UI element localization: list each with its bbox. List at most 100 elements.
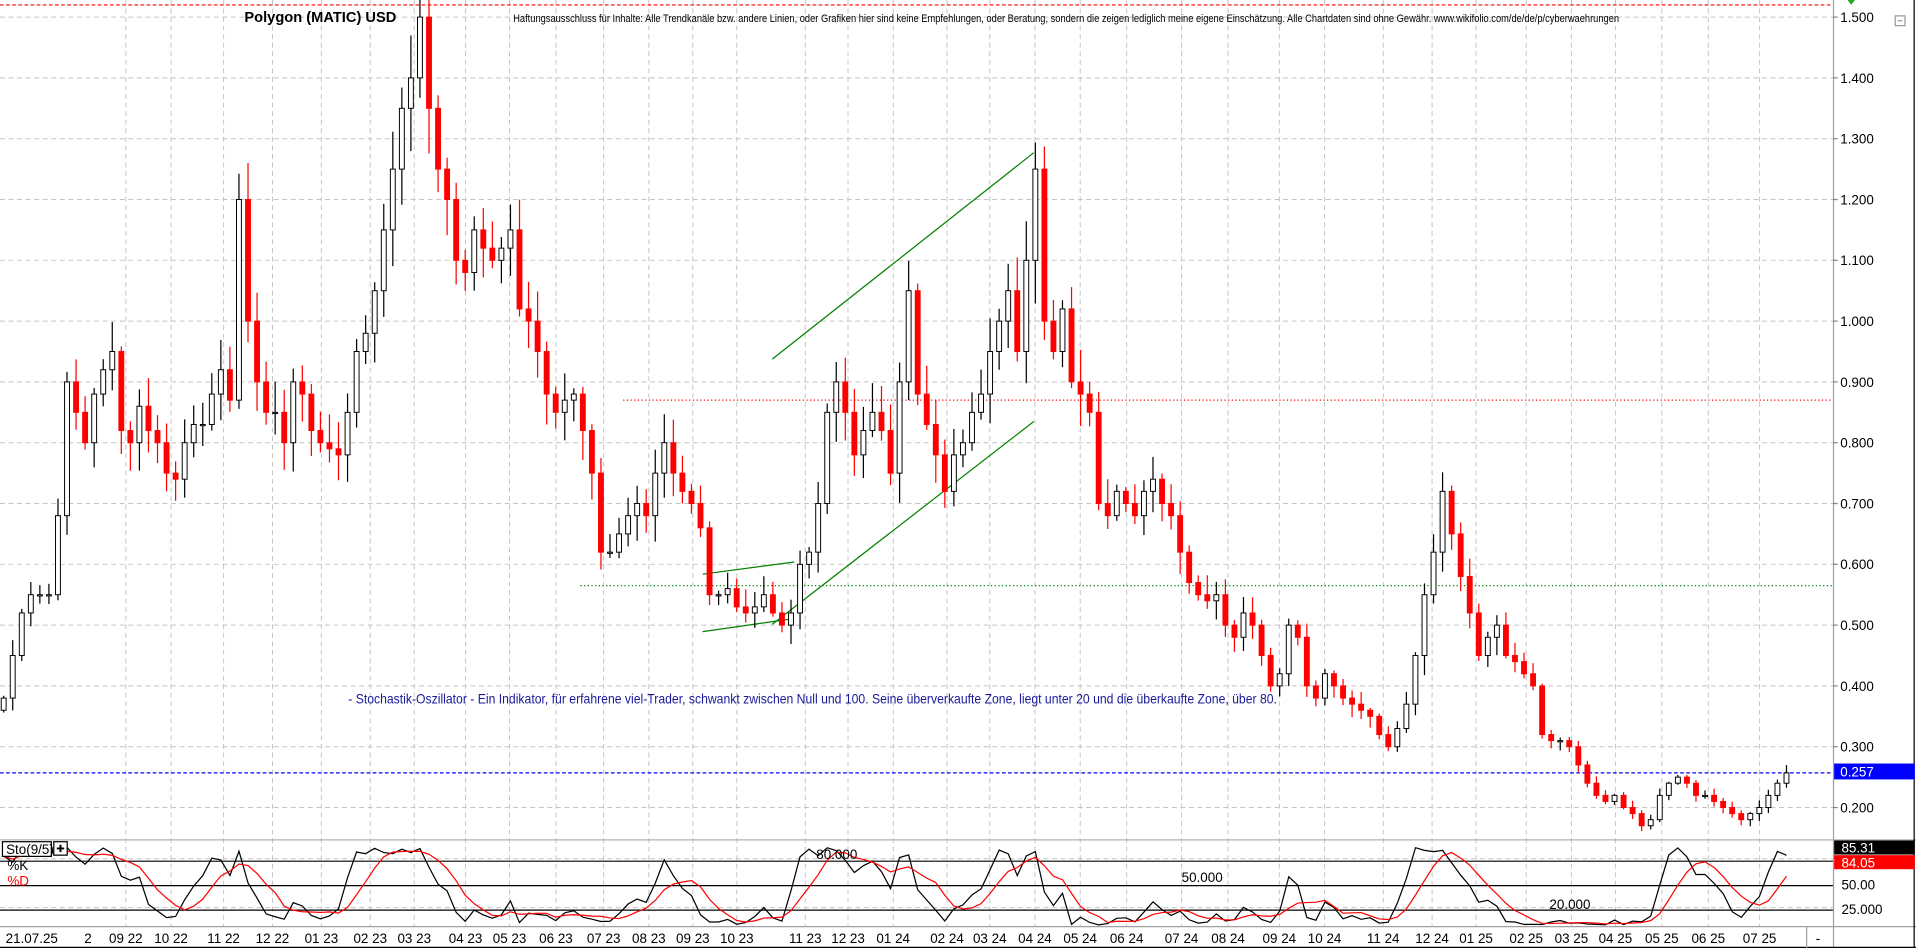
candle-up[interactable]	[1756, 800, 1763, 821]
candle-up[interactable]	[55, 498, 61, 601]
candle-up[interactable]	[1005, 263, 1012, 348]
candle-down[interactable]	[1367, 707, 1374, 728]
candle-up[interactable]	[1774, 779, 1781, 801]
candle-up[interactable]	[1484, 631, 1491, 667]
candle-down[interactable]	[697, 485, 704, 537]
candle-down[interactable]	[118, 346, 125, 455]
candle-up[interactable]	[389, 131, 396, 267]
candle-up[interactable]	[1213, 581, 1220, 620]
candle-up[interactable]	[960, 429, 966, 468]
candle-up[interactable]	[1783, 765, 1790, 788]
candle-down[interactable]	[1086, 381, 1093, 427]
candle-up[interactable]	[471, 216, 478, 291]
candle-down[interactable]	[1566, 736, 1573, 753]
candle-down[interactable]	[1195, 575, 1202, 601]
candle-down[interactable]	[1593, 776, 1600, 799]
candle-down[interactable]	[226, 346, 233, 412]
candle-up[interactable]	[100, 359, 107, 407]
candle-down[interactable]	[127, 421, 134, 471]
candle-down[interactable]	[1258, 619, 1265, 666]
candle-up[interactable]	[1674, 774, 1681, 785]
candle-down[interactable]	[453, 182, 460, 285]
candle-up[interactable]	[27, 582, 34, 627]
candle-up[interactable]	[996, 308, 1003, 370]
candle-down[interactable]	[1249, 597, 1256, 639]
candle-up[interactable]	[236, 173, 242, 409]
candle-up[interactable]	[661, 414, 668, 498]
candle-down[interactable]	[733, 578, 740, 613]
candle-down[interactable]	[1159, 473, 1165, 522]
candle-up[interactable]	[1665, 781, 1672, 801]
candle-down[interactable]	[489, 221, 496, 269]
candle-up[interactable]	[190, 405, 197, 458]
candle-up[interactable]	[625, 497, 632, 547]
candle-down[interactable]	[598, 458, 604, 570]
collapse-panel-icon[interactable]	[1894, 15, 1906, 27]
candle-up[interactable]	[824, 403, 831, 514]
candle-down[interactable]	[1312, 680, 1319, 707]
indicator-name-box[interactable]	[1, 841, 52, 857]
candle-up[interactable]	[815, 481, 822, 573]
candle-down[interactable]	[145, 378, 152, 453]
candle-down[interactable]	[172, 461, 179, 501]
candle-down[interactable]	[941, 439, 948, 508]
candle-down[interactable]	[1385, 726, 1392, 751]
candle-down[interactable]	[1376, 713, 1383, 740]
candle-down[interactable]	[435, 95, 441, 193]
candle-up[interactable]	[607, 534, 613, 558]
candle-up[interactable]	[1647, 814, 1654, 830]
candle-up[interactable]	[208, 373, 215, 431]
candle-up[interactable]	[1747, 811, 1754, 827]
candle-up[interactable]	[398, 87, 405, 205]
candle-down[interactable]	[254, 292, 260, 411]
candle-down[interactable]	[543, 341, 550, 425]
candle-up[interactable]	[715, 590, 722, 606]
candle-up[interactable]	[950, 428, 957, 507]
candle-down[interactable]	[1068, 287, 1075, 389]
candle-down[interactable]	[1584, 760, 1591, 788]
candle-down[interactable]	[82, 396, 89, 450]
candle-down[interactable]	[688, 483, 695, 514]
candle-down[interactable]	[742, 589, 749, 623]
candle-down[interactable]	[326, 414, 333, 463]
candle-up[interactable]	[1113, 484, 1120, 521]
candle-down[interactable]	[679, 455, 686, 504]
candle-up[interactable]	[1285, 618, 1292, 687]
candle-up[interactable]	[1430, 534, 1437, 604]
candle-up[interactable]	[1023, 221, 1030, 384]
candle-down[interactable]	[1177, 501, 1184, 574]
candle-down[interactable]	[1466, 558, 1473, 629]
candle-up[interactable]	[987, 318, 994, 424]
candle-down[interactable]	[579, 386, 586, 460]
candle-up[interactable]	[570, 388, 577, 422]
candle-up[interactable]	[498, 237, 505, 284]
candle-up[interactable]	[860, 406, 867, 479]
candle-down[interactable]	[1638, 810, 1645, 832]
candle-up[interactable]	[1557, 737, 1564, 751]
candle-down[interactable]	[1521, 652, 1527, 679]
candle-up[interactable]	[788, 599, 794, 645]
candle-down[interactable]	[1131, 484, 1138, 525]
candle-down[interactable]	[1050, 299, 1057, 360]
candle-up[interactable]	[353, 339, 360, 428]
candle-up[interactable]	[9, 640, 16, 711]
candle-down[interactable]	[281, 389, 288, 470]
candle-up[interactable]	[417, 0, 423, 98]
price-axis[interactable]: 1.500 1.400 1.300 1.200 1.100 1.000 0.900 0.800…	[1832, 10, 1874, 815]
candle-down[interactable]	[1349, 690, 1356, 718]
candle-down[interactable]	[887, 404, 894, 486]
candle-up[interactable]	[1493, 615, 1500, 656]
candle-up[interactable]	[724, 572, 731, 604]
candle-down[interactable]	[426, 0, 432, 154]
candle-down[interactable]	[1303, 623, 1310, 697]
candle-up[interactable]	[1403, 691, 1410, 733]
candle-down[interactable]	[245, 163, 251, 343]
candle-up[interactable]	[1656, 788, 1663, 823]
candle-up[interactable]	[1141, 480, 1147, 536]
candle-down[interactable]	[851, 389, 858, 476]
candle-up[interactable]	[561, 373, 568, 441]
candle-down[interactable]	[914, 283, 921, 406]
candle-up[interactable]	[634, 485, 641, 541]
candle-down[interactable]	[769, 581, 776, 617]
